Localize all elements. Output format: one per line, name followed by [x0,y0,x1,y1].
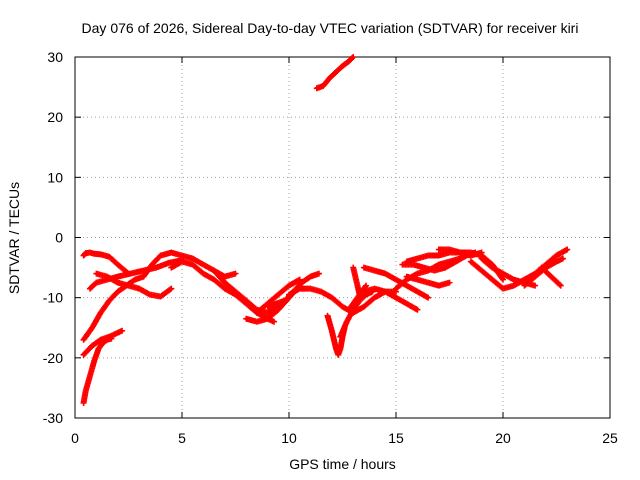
data-point [271,318,278,325]
x-tick-label: 25 [602,430,618,446]
data-point [414,306,421,313]
x-tick-label: 15 [388,430,404,446]
series-track-26 [467,258,528,292]
data-point [363,282,370,289]
series-track-29 [521,246,571,283]
data-point [350,54,357,60]
data-point [556,281,563,288]
y-axis-label: SDTVAR / TECUs [6,181,22,295]
series-track-17 [350,264,363,298]
data-point [564,246,571,253]
data-point [559,255,566,262]
data-point [315,270,322,277]
y-tick-label: 30 [47,49,63,65]
data-point [119,327,126,334]
y-tick-label: -10 [43,290,63,306]
x-tick-label: 0 [71,430,79,446]
series-track-19 [360,285,421,313]
data-point [349,55,356,62]
data-point [532,282,539,289]
series-track-11 [253,276,303,316]
tick-labels: 0 5 10 15 20 25 -30 -20 -10 0 10 20 30 [43,49,618,446]
y-tick-label: -20 [43,350,63,366]
x-tick-label: 5 [178,430,186,446]
data-point [356,291,363,298]
series-track-8 [168,258,278,325]
data-point [296,276,303,283]
series-track-14 [324,312,348,358]
series-track-3 [80,327,126,358]
y-tick-label: -30 [43,410,63,426]
data-point [168,285,175,292]
grid-lines [75,57,610,418]
series-track-23 [403,273,453,289]
series-track-20 [313,54,357,92]
x-axis-label: GPS time / hours [289,456,396,472]
series-track-6 [93,270,175,300]
data-point [500,276,506,283]
data-marks [80,54,571,406]
data-point [425,294,432,301]
data-point [232,270,239,277]
x-tick-label: 10 [281,430,297,446]
y-tick-label: 20 [47,109,63,125]
series-track-30 [538,264,564,289]
series-track-2 [80,335,115,406]
series-track-22 [399,249,479,274]
data-point [557,282,564,289]
x-tick-label: 20 [495,430,511,446]
chart-title: Day 076 of 2026, Sidereal Day-to-day VTE… [81,20,579,36]
y-tick-label: 0 [55,230,63,246]
data-point [167,286,174,293]
data-point [446,279,453,286]
axes [74,56,611,419]
y-tick-label: 10 [47,169,63,185]
